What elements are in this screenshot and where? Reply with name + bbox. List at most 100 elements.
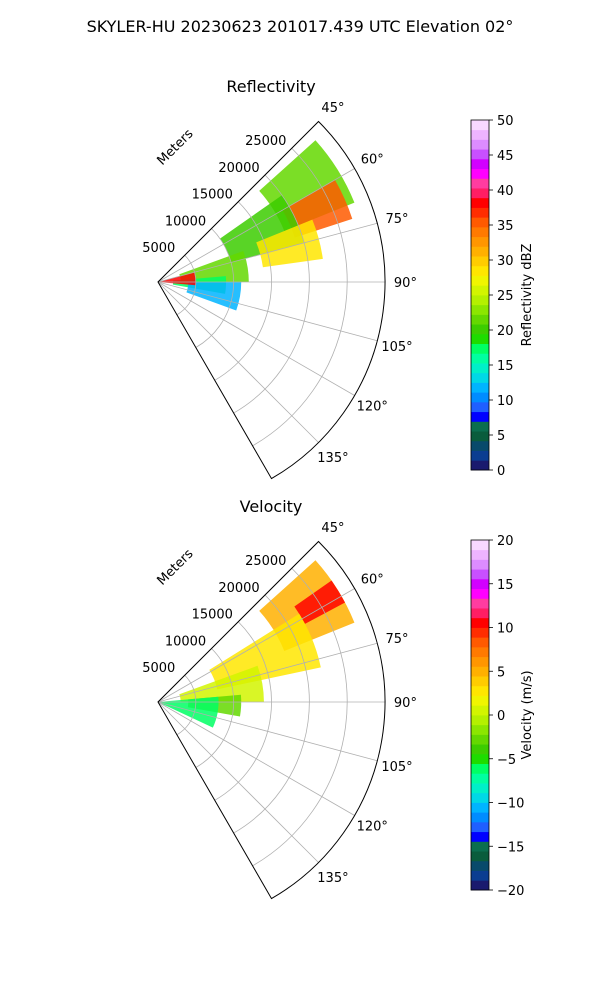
colorbar-swatch <box>471 392 489 403</box>
colorbar-swatch <box>471 695 489 706</box>
colorbar-swatch <box>471 870 489 881</box>
colorbar-swatch <box>471 333 489 345</box>
colorbar-swatch <box>471 353 489 364</box>
colorbar-swatch <box>471 431 489 442</box>
panels: Reflectivity 45° 60° 75° 90° 105° 120° 135° 5000… <box>142 77 535 900</box>
range-tick-label: 20000 <box>218 161 259 176</box>
colorbar-tick-label: 0 <box>497 709 505 724</box>
colorbar-swatch <box>471 411 489 422</box>
colorbar-label: Velocity (m/s) <box>520 670 535 759</box>
colorbar-tick-label: 25 <box>497 289 514 304</box>
colorbar-swatch <box>471 421 489 432</box>
colorbar-tick-label: −10 <box>497 797 524 812</box>
colorbar-swatch <box>471 831 489 842</box>
figure-title: SKYLER-HU 20230623 201017.439 UTC Elevat… <box>87 17 514 36</box>
colorbar-swatch <box>471 314 489 325</box>
azimuth-tick-label: 135° <box>317 451 348 466</box>
colorbar-tick-label: −5 <box>497 753 516 768</box>
range-tick-label: 25000 <box>245 554 286 569</box>
range-tick-label: 25000 <box>245 134 286 149</box>
colorbar-swatch <box>471 275 489 286</box>
azimuth-tick-label: 75° <box>385 212 408 227</box>
colorbar-label: Reflectivity dBZ <box>520 244 535 347</box>
colorbar-swatch <box>471 656 489 667</box>
azimuth-tick-label: 45° <box>321 101 344 116</box>
colorbar-tick-label: 20 <box>497 324 514 339</box>
azimuth-tick-label: 90° <box>394 696 417 711</box>
range-axis-label: Meters <box>155 126 197 168</box>
azimuth-tick-label: 60° <box>361 152 384 167</box>
range-tick-label: 15000 <box>192 608 233 623</box>
colorbar-swatch <box>471 363 489 374</box>
colorbar-swatch <box>471 246 489 257</box>
colorbar-swatch <box>471 578 489 590</box>
colorbar-tick-label: 35 <box>497 219 514 234</box>
colorbar-swatch <box>471 265 489 276</box>
colorbar-swatch <box>471 646 489 658</box>
colorbar-swatch <box>471 705 489 716</box>
colorbar-swatch <box>471 197 489 208</box>
polar-grid <box>157 541 385 867</box>
colorbar-swatch <box>471 753 489 765</box>
colorbar-swatch <box>471 158 489 170</box>
azimuth-tick-label: 120° <box>357 400 388 415</box>
colorbar-tick-label: 5 <box>497 429 505 444</box>
colorbar-swatch <box>471 598 489 609</box>
colorbar-tick-label: 15 <box>497 359 514 374</box>
echo-region <box>282 179 353 238</box>
colorbar-tick-label: −15 <box>497 840 524 855</box>
colorbar-tick-label: 10 <box>497 622 514 637</box>
azimuth-spoke <box>157 281 355 396</box>
range-tick-label: 15000 <box>192 188 233 203</box>
echo-region <box>294 580 346 624</box>
colorbar-swatch <box>471 343 489 354</box>
azimuth-spoke <box>157 701 378 762</box>
colorbar-tick-label: 50 <box>497 114 514 129</box>
colorbar-swatch <box>471 120 489 131</box>
azimuth-tick-label: 105° <box>381 760 412 775</box>
azimuth-tick-label: 120° <box>357 820 388 835</box>
azimuth-spoke <box>157 701 319 863</box>
colorbar-swatch <box>471 676 489 687</box>
colorbar-swatch <box>471 666 489 677</box>
colorbar-swatch <box>471 226 489 238</box>
colorbar-swatch <box>471 773 489 784</box>
echo-region <box>256 219 323 268</box>
colorbar-swatch <box>471 285 489 296</box>
panel-title: Reflectivity <box>226 77 315 96</box>
range-ring <box>176 254 197 316</box>
colorbar-swatch <box>471 139 489 150</box>
colorbar-tick-label: 15 <box>497 578 514 593</box>
colorbar-swatch <box>471 401 489 413</box>
echo-region <box>158 696 219 728</box>
panel-title: Velocity <box>240 497 303 516</box>
range-tick-label: 10000 <box>165 634 206 649</box>
colorbar-swatch <box>471 821 489 833</box>
colorbar-swatch <box>471 149 489 160</box>
azimuth-spoke <box>157 642 378 703</box>
colorbar-swatch <box>471 715 489 726</box>
colorbar: 0 5 10 15 20 25 30 35 40 45 50 Reflectivity dBZ <box>470 114 535 479</box>
colorbar-swatch <box>471 627 489 638</box>
range-tick-label: 5000 <box>142 241 175 256</box>
range-ring <box>252 567 348 867</box>
colorbar-tick-label: 40 <box>497 184 514 199</box>
range-ring <box>214 621 272 801</box>
colorbar-tick-label: 45 <box>497 149 514 164</box>
colorbar-swatch <box>471 178 489 189</box>
colorbar: −20 −15 −10 −5 0 5 10 15 20 Velocity (m/s) <box>470 534 535 899</box>
colorbar-swatch <box>471 168 489 179</box>
range-ring <box>195 648 235 768</box>
sector-frame <box>157 120 386 480</box>
colorbar-tick-label: 30 <box>497 254 514 269</box>
colorbar-swatch <box>471 841 489 852</box>
colorbar-swatch <box>471 256 489 267</box>
colorbar-swatch <box>471 382 489 393</box>
azimuth-spoke <box>157 701 355 816</box>
colorbar-swatch <box>471 188 489 199</box>
colorbar-swatch <box>471 685 489 696</box>
colorbar-swatch <box>471 372 489 383</box>
colorbar-swatch <box>471 763 489 774</box>
colorbar-tick-label: 20 <box>497 534 514 549</box>
